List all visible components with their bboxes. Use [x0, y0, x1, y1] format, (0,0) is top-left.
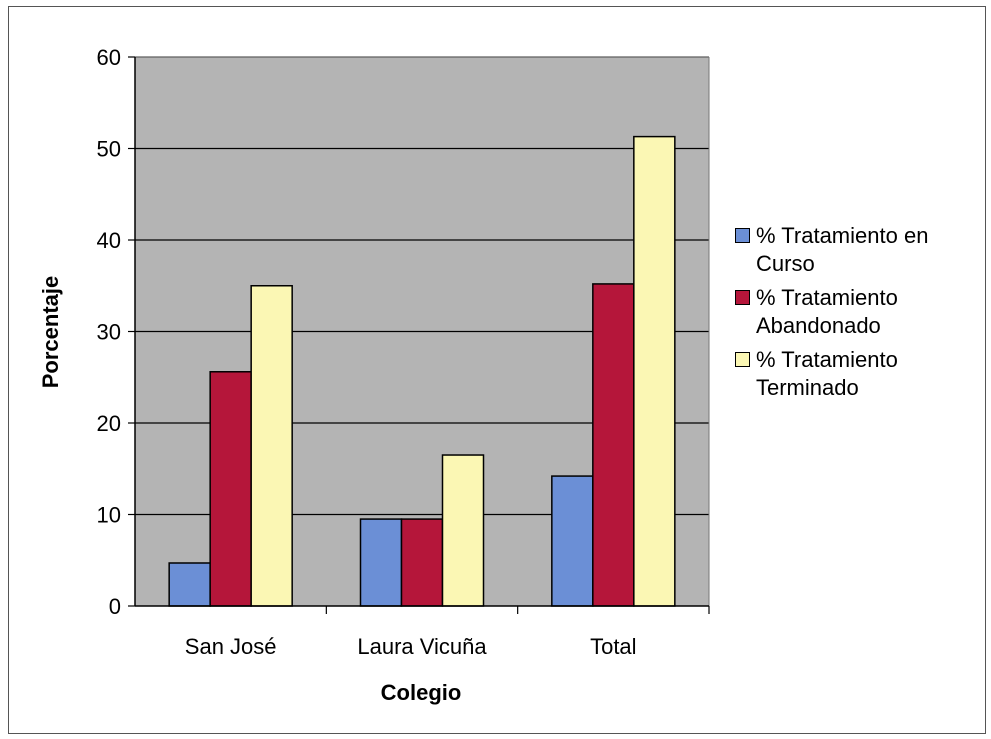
- y-tick-label: 60: [97, 45, 121, 70]
- y-tick-label: 10: [97, 503, 121, 528]
- legend-label: % Tratamiento Abandonado: [756, 285, 898, 338]
- y-tick-label: 40: [97, 228, 121, 253]
- bar: [400, 518, 444, 607]
- legend-label: % Tratamiento en Curso: [756, 223, 929, 276]
- bar: [168, 562, 211, 607]
- bar: [551, 475, 594, 607]
- legend-item-en-curso: % Tratamiento en Curso: [735, 222, 985, 278]
- axes: 0 10 20 30 40 50 60 San José Laura Vicuña Total: [97, 45, 710, 659]
- x-tick-label: San José: [185, 634, 277, 659]
- legend-item-terminado: % Tratamiento Terminado: [735, 346, 985, 402]
- y-tick-label: 20: [97, 411, 121, 436]
- x-tick-label: Total: [590, 634, 636, 659]
- bar: [592, 283, 635, 607]
- legend-swatch: [735, 290, 750, 305]
- y-tick-label: 50: [97, 137, 121, 162]
- legend: % Tratamiento en Curso % Tratamiento Aba…: [735, 222, 985, 408]
- x-tick-label: Laura Vicuña: [357, 634, 487, 659]
- x-axis-title: Colegio: [381, 680, 462, 705]
- legend-label: % Tratamiento Terminado: [756, 347, 898, 400]
- legend-swatch: [735, 352, 750, 367]
- bar: [209, 371, 252, 607]
- legend-swatch: [735, 228, 750, 243]
- legend-item-abandonado: % Tratamiento Abandonado: [735, 284, 985, 340]
- bar: [250, 285, 293, 607]
- y-axis-title: Porcentaje: [38, 276, 63, 389]
- y-tick-label: 30: [97, 320, 121, 345]
- bars: [168, 135, 676, 607]
- y-tick-label: 0: [109, 594, 121, 619]
- bar: [441, 454, 485, 607]
- bar: [359, 518, 403, 607]
- bar: [633, 135, 676, 607]
